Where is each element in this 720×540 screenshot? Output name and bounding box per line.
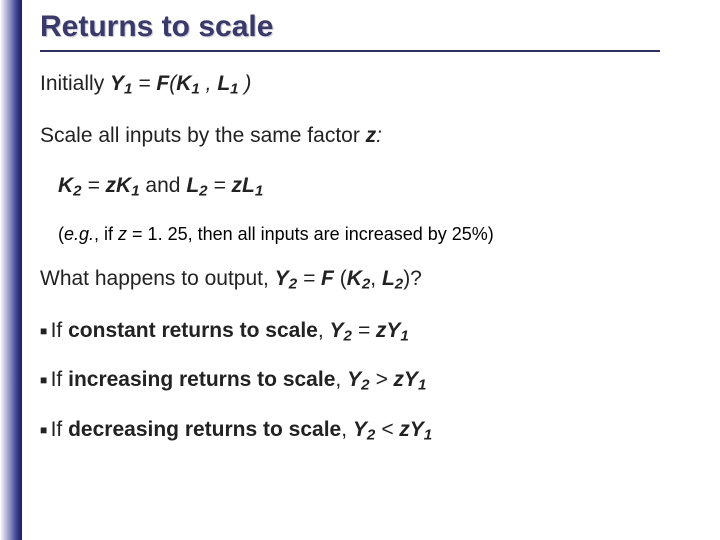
comma: , (341, 418, 353, 441)
sub: 2 (73, 182, 81, 199)
slide-content: Returns to scale Initially Y1 = F(K1 , L… (40, 10, 700, 466)
term: constant returns to scale (68, 319, 318, 342)
var-Y: Y (330, 319, 344, 342)
term: decreasing returns to scale (68, 418, 341, 441)
comma: , (200, 72, 218, 95)
comma: , (335, 368, 347, 391)
and: and (140, 174, 187, 197)
var-zL: zL (231, 174, 254, 197)
var-z: z (366, 124, 377, 147)
if: If (51, 368, 69, 391)
if: If (51, 319, 69, 342)
line-eg: (e.g., if z = 1. 25, then all inputs are… (58, 224, 700, 245)
var-Y: Y (275, 267, 289, 290)
eq: = (297, 267, 321, 290)
sub: 1 (424, 426, 432, 443)
sub: 1 (418, 377, 426, 394)
bullet-constant: If constant returns to scale, Y2 = zY1 (40, 317, 700, 347)
var-L: L (382, 267, 395, 290)
var-Y: Y (110, 72, 124, 95)
sub: 2 (289, 275, 297, 292)
colon: : (376, 124, 382, 147)
comma: , (318, 319, 330, 342)
op: > (369, 368, 393, 391)
var-zY: zY (399, 418, 424, 441)
close: ) (239, 72, 252, 95)
line-what: What happens to output, Y2 = F (K2, L2)? (40, 265, 700, 295)
var-K: K (176, 72, 191, 95)
bullet-increasing: If increasing returns to scale, Y2 > zY1 (40, 366, 700, 396)
var-z: z (118, 224, 127, 244)
open: ( (340, 267, 347, 290)
if: If (51, 418, 69, 441)
eq: = (208, 174, 232, 197)
var-zY: zY (376, 319, 401, 342)
var-F: F (156, 72, 169, 95)
title-underline (40, 50, 660, 52)
term: increasing returns to scale (68, 368, 335, 391)
text: Scale all inputs by the same factor (40, 124, 366, 147)
sub: 1 (255, 182, 263, 199)
var-K: K (347, 267, 362, 290)
comma: , (370, 267, 382, 290)
sub: 2 (395, 275, 403, 292)
eg: e.g. (64, 224, 94, 244)
sub: 1 (230, 80, 238, 97)
eq: = (132, 72, 156, 95)
line-scale: Scale all inputs by the same factor z: (40, 122, 700, 150)
var-Y: Y (347, 368, 361, 391)
eq: = (82, 174, 106, 197)
var-K: K (58, 174, 73, 197)
sub: 2 (199, 182, 207, 199)
slide-title: Returns to scale (40, 10, 700, 50)
sub: 1 (191, 80, 199, 97)
var-Y: Y (353, 418, 367, 441)
rest: = 1. 25, then all inputs are increased b… (127, 224, 494, 244)
text: What happens to output, (40, 267, 275, 290)
line-initially: Initially Y1 = F(K1 , L1 ) (40, 70, 700, 100)
var-L: L (186, 174, 199, 197)
var-zK: zK (106, 174, 132, 197)
bullet-decreasing: If decreasing returns to scale, Y2 < zY1 (40, 416, 700, 446)
close: )? (403, 267, 422, 290)
op: = (352, 319, 376, 342)
line-k2l2: K2 = zK1 and L2 = zL1 (58, 172, 700, 202)
sub: 1 (131, 182, 139, 199)
sub: 1 (400, 327, 408, 344)
mid: , if (94, 224, 118, 244)
op: < (375, 418, 399, 441)
var-L: L (217, 72, 230, 95)
sub: 2 (344, 327, 352, 344)
text: Initially (40, 72, 110, 95)
var-F: F (321, 267, 340, 290)
var-zY: zY (393, 368, 418, 391)
left-gradient-stripe (0, 0, 22, 540)
